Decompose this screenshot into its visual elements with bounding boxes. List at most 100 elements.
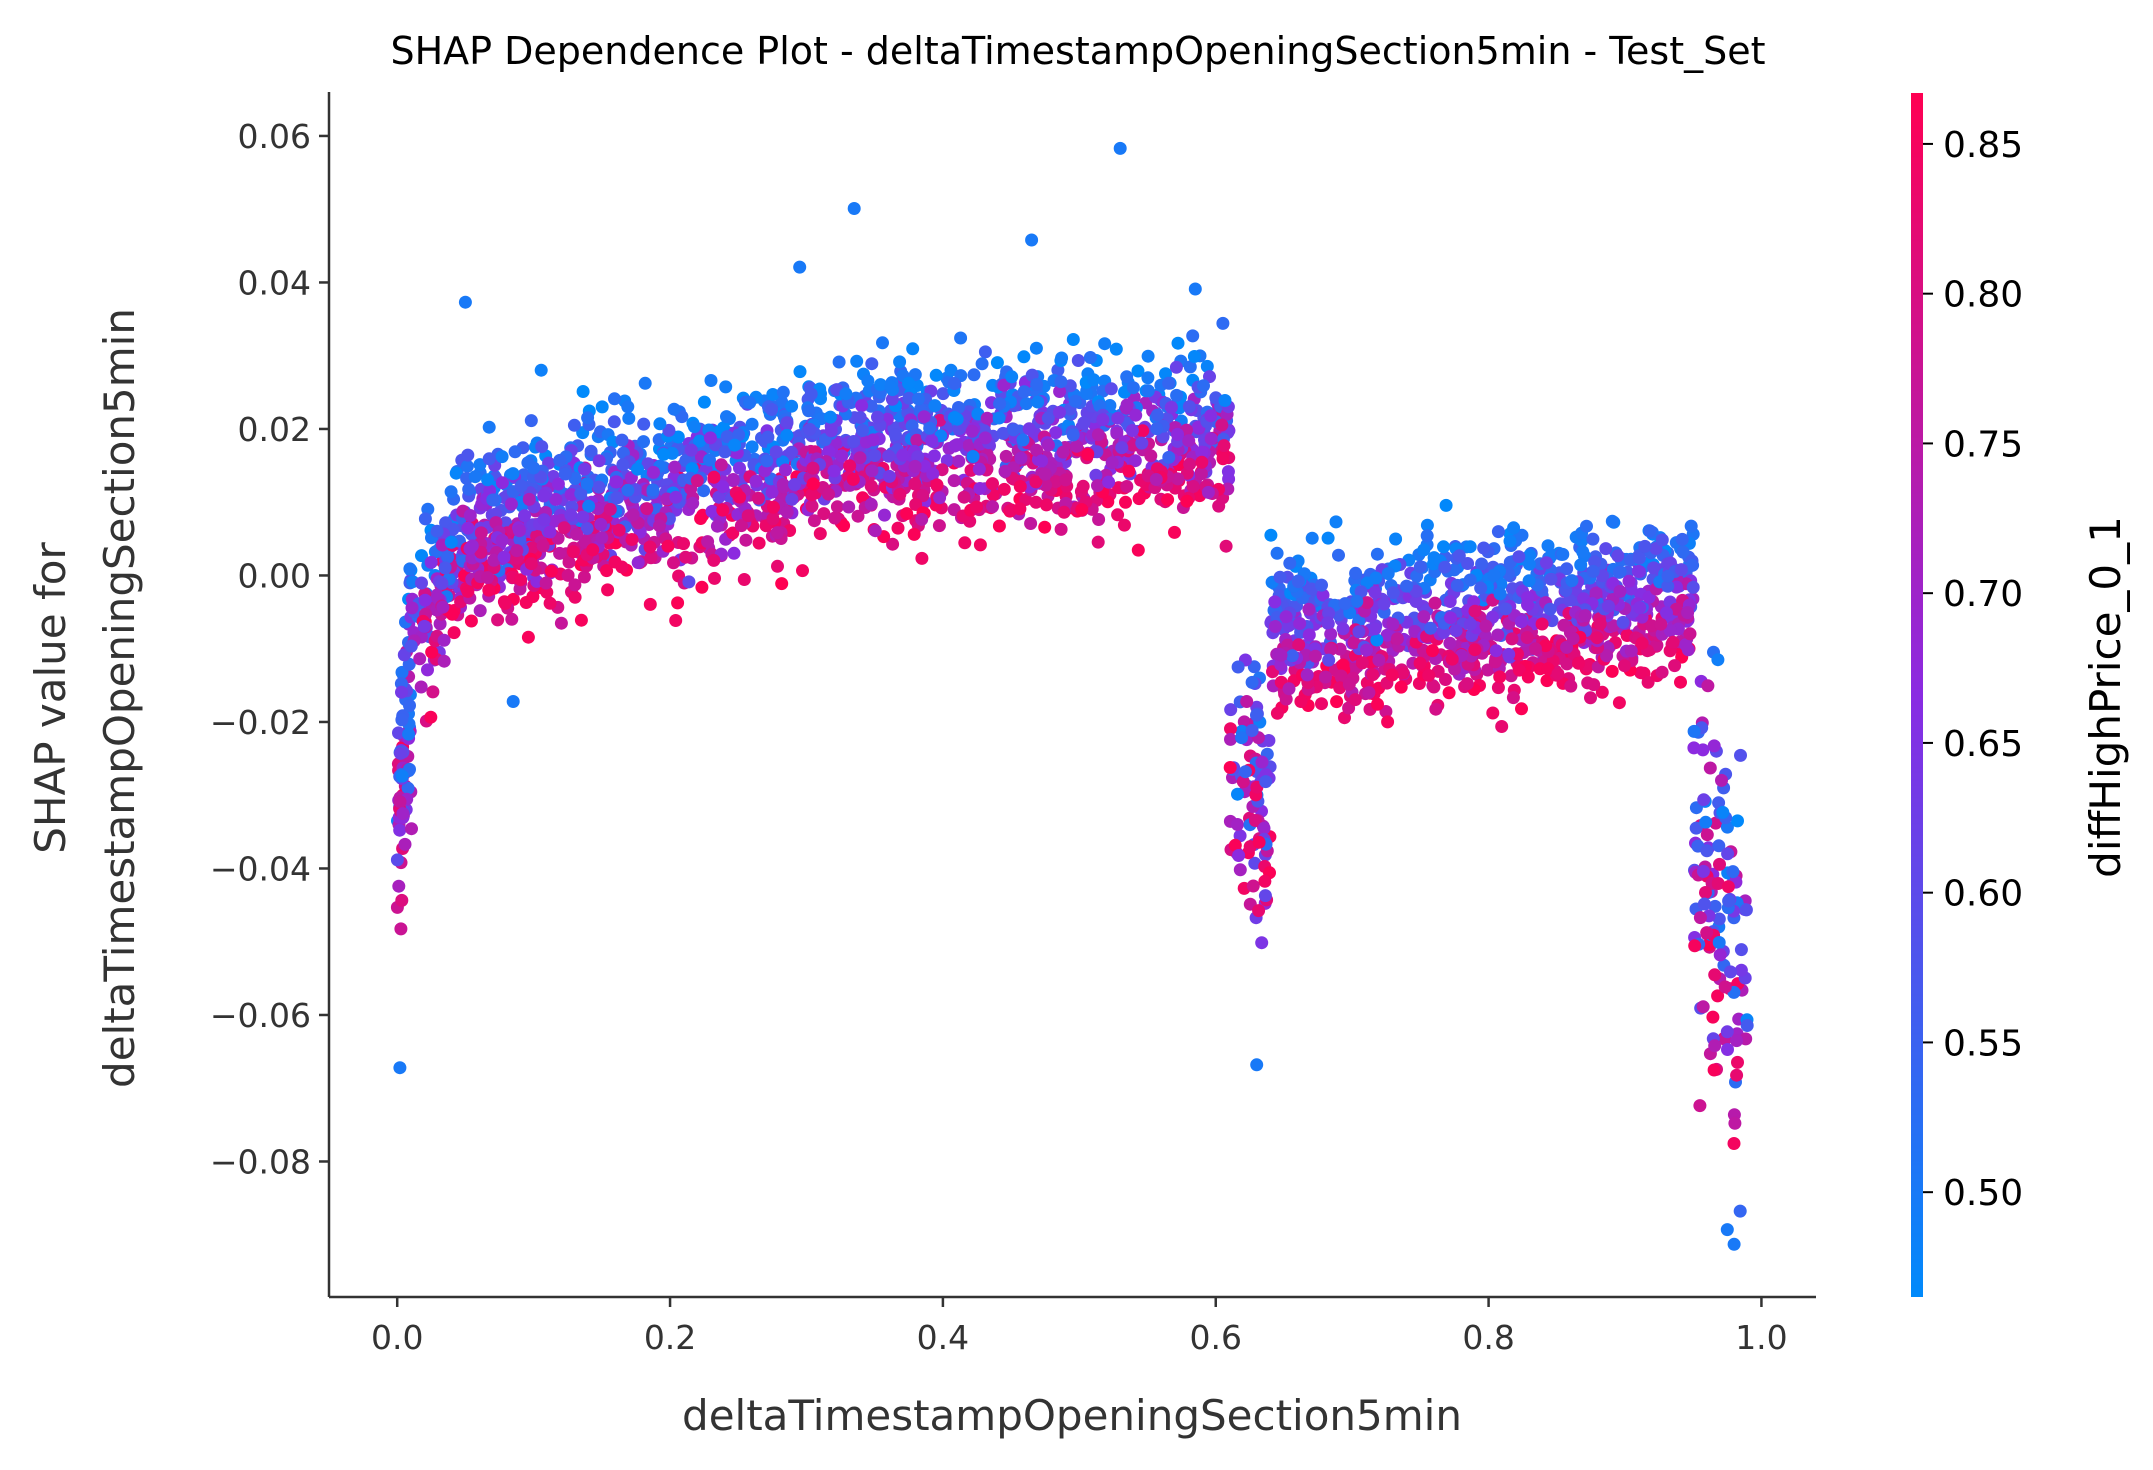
scatter-point: [575, 614, 588, 627]
scatter-point: [948, 411, 961, 424]
scatter-point: [803, 423, 816, 436]
scatter-point: [637, 435, 650, 448]
scatter-point: [705, 374, 718, 387]
scatter-point: [1687, 581, 1700, 594]
scatter-point: [1362, 686, 1375, 699]
scatter-point: [698, 396, 711, 409]
scatter-point: [854, 451, 867, 464]
scatter-point: [393, 824, 406, 837]
scatter-point: [1057, 446, 1070, 459]
scatter-point: [765, 403, 778, 416]
scatter-point: [915, 552, 928, 565]
x-tick-label: 0.0: [371, 1318, 423, 1357]
scatter-point: [728, 547, 741, 560]
scatter-point: [1660, 606, 1673, 619]
scatter-point: [1343, 678, 1356, 691]
scatter-point: [716, 480, 729, 493]
scatter-point: [671, 596, 684, 609]
scatter-point: [1183, 458, 1196, 471]
scatter-point: [1151, 409, 1164, 422]
scatter-point: [1685, 520, 1698, 533]
scatter-point: [1280, 610, 1293, 623]
scatter-point: [1614, 585, 1627, 598]
scatter-point: [1623, 575, 1636, 588]
scatter-point: [1602, 600, 1615, 613]
scatter-point: [1271, 707, 1284, 720]
scatter-point: [1391, 632, 1404, 645]
scatter-point: [632, 556, 645, 569]
x-ticks: 0.0 0.2 0.4 0.6 0.8 1.0: [371, 1297, 1788, 1357]
y-tick-label: −0.04: [210, 849, 311, 888]
scatter-point: [1676, 533, 1689, 546]
scatter-point: [998, 483, 1011, 496]
scatter-point: [1264, 529, 1277, 542]
scatter-point: [396, 770, 409, 783]
scatter-point: [1182, 434, 1195, 447]
scatter-point: [405, 822, 418, 835]
scatter-point: [948, 474, 961, 487]
scatter-point: [1322, 532, 1335, 545]
scatter-point: [1259, 889, 1272, 902]
scatter-point: [833, 356, 846, 369]
scatter-point-outlier: [793, 261, 806, 274]
scatter-point: [752, 492, 765, 505]
scatter-point: [1586, 533, 1599, 546]
scatter-point: [703, 454, 716, 467]
scatter-point: [1708, 968, 1721, 981]
scatter-point: [1105, 382, 1118, 395]
scatter-point: [993, 520, 1006, 533]
scatter-point: [567, 545, 580, 558]
scatter-point: [1126, 424, 1139, 437]
scatter-point: [1421, 529, 1434, 542]
scatter-point: [1271, 547, 1284, 560]
scatter-point: [1031, 396, 1044, 409]
scatter-point-outlier: [393, 1061, 406, 1074]
scatter-point: [1092, 536, 1105, 549]
scatter-point: [616, 434, 629, 447]
scatter-point: [1111, 412, 1124, 425]
scatter-point: [570, 528, 583, 541]
scatter-point: [958, 536, 971, 549]
scatter-point: [1170, 361, 1183, 374]
scatter-point: [1740, 903, 1753, 916]
scatter-point: [545, 565, 558, 578]
scatter-point: [908, 478, 921, 491]
scatter-point: [893, 488, 906, 501]
scatter-point: [1521, 631, 1534, 644]
scatter-point: [779, 464, 792, 477]
scatter-point: [1567, 632, 1580, 645]
scatter-point: [785, 400, 798, 413]
scatter-point: [1161, 493, 1174, 506]
scatter-point: [395, 686, 408, 699]
scatter-point: [1647, 561, 1660, 574]
scatter-point: [1315, 579, 1328, 592]
scatter-point: [867, 433, 880, 446]
scatter-point: [854, 411, 867, 424]
scatter-point: [1721, 1025, 1734, 1038]
scatter-point: [1728, 1117, 1741, 1130]
scatter-point: [973, 463, 986, 476]
scatter-point: [1730, 1069, 1743, 1082]
scatter-point: [1195, 467, 1208, 480]
scatter-point: [1697, 793, 1710, 806]
scatter-point: [1014, 452, 1027, 465]
scatter-point: [1633, 601, 1646, 614]
scatter-point: [1594, 617, 1607, 630]
scatter-point: [806, 500, 819, 513]
scatter-point: [1699, 886, 1712, 899]
scatter-point: [1075, 503, 1088, 516]
scatter-point: [981, 412, 994, 425]
colorbar-tick-label: 0.80: [1943, 275, 2023, 316]
scatter-point: [685, 444, 698, 457]
scatter-point: [509, 445, 522, 458]
scatter-point: [496, 450, 509, 463]
scatter-point: [1529, 642, 1542, 655]
scatter-point: [966, 425, 979, 438]
scatter-point: [510, 544, 523, 557]
scatter-point: [850, 355, 863, 368]
scatter-point: [861, 374, 874, 387]
scatter-point: [1349, 567, 1362, 580]
scatter-point: [742, 509, 755, 522]
scatter-point: [777, 478, 790, 491]
